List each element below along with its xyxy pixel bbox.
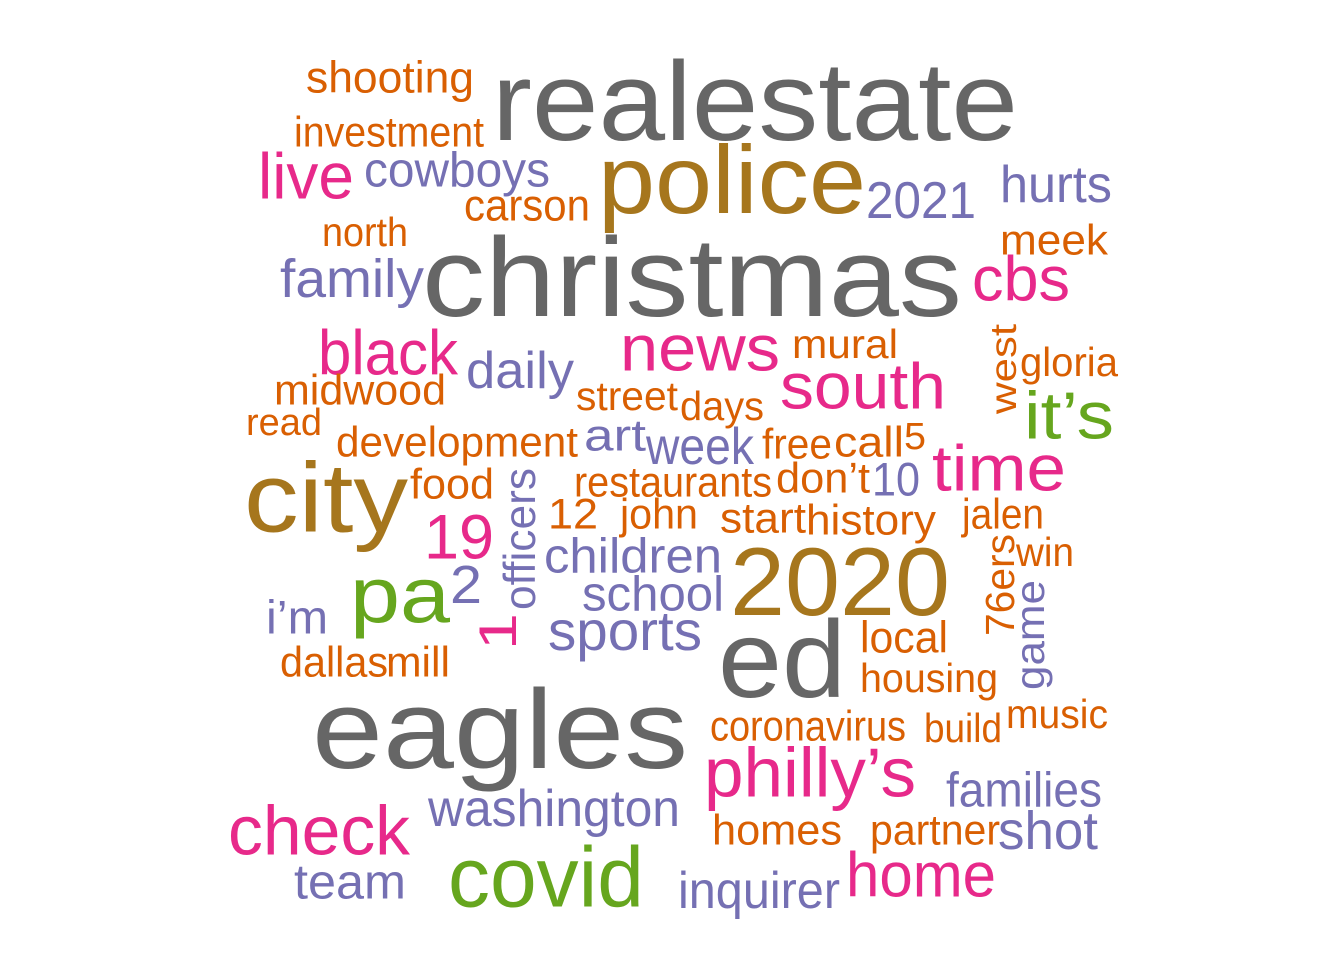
word-north: north	[322, 208, 408, 255]
word-its: it’s	[1024, 378, 1114, 454]
word-black: black	[318, 318, 458, 389]
word-inquirer: inquirer	[678, 861, 840, 920]
word-west: west	[983, 324, 1024, 414]
word-city: city	[244, 442, 408, 553]
word-mural: mural	[792, 320, 898, 367]
word-2021: 2021	[866, 171, 976, 230]
word-start: start	[720, 494, 806, 543]
word-5: 5	[904, 415, 926, 458]
word-washington: washington	[428, 779, 680, 838]
word-coronavirus: coronavirus	[710, 702, 906, 751]
word-days: days	[680, 382, 764, 429]
word-cbs: cbs	[972, 244, 1070, 315]
word-covid: covid	[448, 830, 644, 926]
word-shot: shot	[998, 801, 1098, 862]
word-2020: 2020	[730, 528, 950, 636]
word-19: 19	[424, 502, 494, 573]
word-hurts: hurts	[1000, 155, 1112, 214]
word-children: children	[544, 528, 722, 584]
word-development: development	[336, 418, 578, 467]
word-family: family	[280, 249, 424, 310]
word-music: music	[1006, 690, 1108, 737]
word-officers: officers	[494, 468, 545, 610]
word-partner: partner	[870, 806, 1000, 855]
word-midwood: midwood	[274, 366, 446, 415]
word-home: home	[846, 840, 996, 911]
word-1: 1	[469, 613, 528, 650]
word-2: 2	[450, 555, 482, 616]
word-live: live	[258, 139, 354, 213]
word-school: school	[582, 566, 724, 622]
word-mill: mill	[386, 638, 450, 687]
word-cowboys: cowboys	[364, 142, 550, 198]
word-food: food	[410, 460, 494, 509]
word-time: time	[932, 431, 1066, 505]
word-history: history	[806, 496, 936, 545]
word-realestate: realestate	[492, 39, 1018, 164]
word-eagles: eagles	[312, 667, 688, 792]
word-restaurants: restaurants	[574, 458, 772, 507]
word-families: families	[946, 762, 1102, 818]
word-jalen: jalen	[962, 490, 1044, 539]
word-art: art	[584, 410, 646, 461]
word-shooting: shooting	[306, 52, 474, 103]
word-team: team	[294, 854, 406, 910]
word-police: police	[598, 126, 866, 234]
word-dont: don’t	[776, 454, 870, 503]
word-check: check	[228, 791, 410, 870]
word-john: john	[620, 490, 698, 539]
word-christmas: christmas	[422, 215, 962, 340]
word-build: build	[924, 704, 1002, 751]
word-win: win	[1016, 528, 1074, 575]
word-free: free	[762, 420, 832, 469]
word-news: news	[620, 311, 780, 385]
word-investment: investment	[294, 108, 484, 157]
word-housing: housing	[860, 654, 998, 701]
word-ed: ed	[718, 599, 846, 722]
word-10: 10	[872, 452, 920, 506]
word-pa: pa	[350, 550, 450, 639]
word-street: street	[576, 372, 678, 419]
word-dallas: dallas	[280, 638, 388, 687]
word-meek: meek	[1000, 216, 1108, 265]
word-call: call	[834, 418, 904, 467]
word-south: south	[780, 349, 946, 423]
word-carson: carson	[464, 180, 590, 231]
word-phillys: philly’s	[704, 733, 916, 812]
word-week: week	[646, 417, 754, 476]
word-homes: homes	[712, 806, 842, 855]
word-76ers: 76ers	[977, 534, 1023, 636]
word-sports: sports	[548, 599, 702, 662]
word-daily: daily	[466, 341, 574, 400]
word-local: local	[860, 612, 948, 663]
word-gloria: gloria	[1020, 338, 1118, 385]
word-read: read	[246, 401, 322, 444]
word-im: i’m	[266, 590, 328, 644]
word-12: 12	[548, 490, 598, 539]
